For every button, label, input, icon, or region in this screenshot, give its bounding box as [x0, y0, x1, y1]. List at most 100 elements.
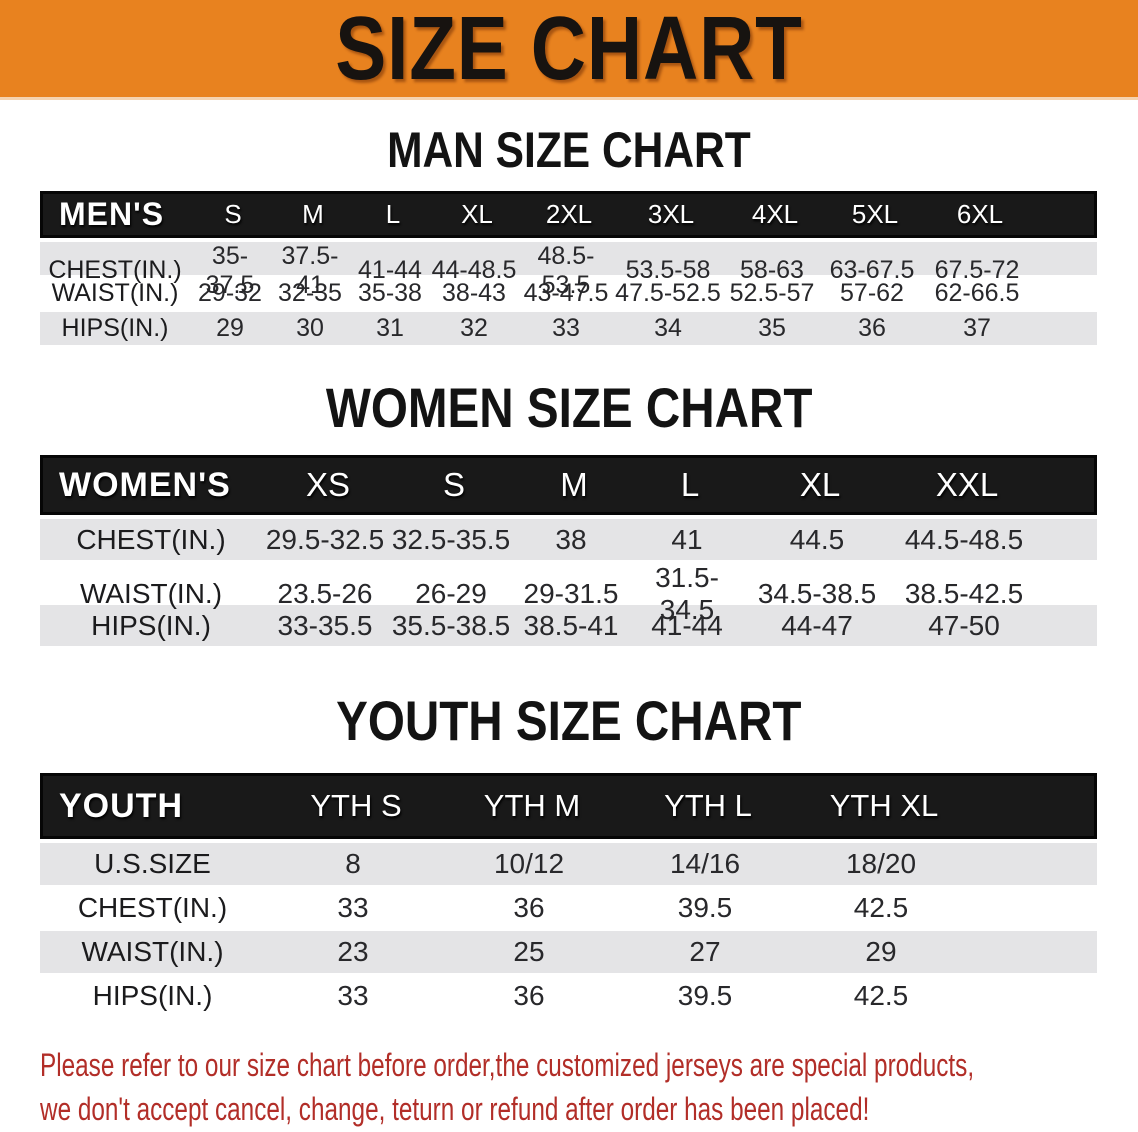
size-value-cell: 47-50	[928, 609, 1000, 641]
size-header-cell: L	[680, 466, 700, 504]
table-corner-label: YOUTH	[59, 786, 183, 825]
size-header-cell: M	[302, 198, 324, 229]
section-heading-text: WOMEN SIZE CHART	[325, 375, 813, 439]
size-value-cell: 37.5-41	[281, 241, 339, 299]
measure-label-cell: CHEST(IN.)	[76, 523, 226, 555]
size-value-cell: 29-31.5	[523, 578, 619, 610]
youth-size-table: YOUTH YTH S YTH M YTH L YTH XL U.S.SIZE 8 10/12…	[40, 773, 1097, 1018]
table-row: HIPS(IN.) 33-35.5 35.5-38.5 38.5-41 41-44 44-…	[40, 605, 1097, 647]
size-value-cell: 32-35	[278, 278, 342, 307]
size-chart-banner: SIZE CHART	[0, 0, 1138, 100]
size-value-cell: 38-43	[442, 278, 506, 307]
size-value-cell: 23	[337, 936, 369, 968]
section-heading-youth: YOUTH SIZE CHART	[0, 689, 1138, 753]
measure-label-cell: HIPS(IN.)	[61, 313, 169, 342]
measure-label-cell: U.S.SIZE	[94, 848, 211, 880]
table-header-row: MEN'S S M L XL 2XL 3XL 4XL 5XL 6XL	[40, 190, 1097, 238]
size-value-cell: 33	[337, 892, 369, 924]
measure-label-cell: CHEST(IN.)	[48, 256, 182, 284]
size-value-cell: 48.5-53.5	[537, 241, 595, 299]
size-value-cell: 29.5-32.5	[265, 523, 385, 555]
size-header-cell: M	[560, 466, 588, 504]
size-value-cell: 44-48.5	[431, 256, 517, 284]
size-value-cell: 35.5-38.5	[391, 609, 511, 641]
size-value-cell: 37	[963, 313, 991, 342]
table-header-row: WOMEN'S XS S M L XL XXL	[40, 455, 1097, 516]
measure-label-cell: HIPS(IN.)	[92, 980, 213, 1012]
size-value-cell: 35-38	[358, 278, 422, 307]
table-row: CHEST(IN.) 29.5-32.5 32.5-35.5 38 41 44.5 44.5…	[40, 519, 1097, 561]
size-value-cell: 44.5-48.5	[904, 523, 1024, 555]
size-value-cell: 25	[513, 936, 545, 968]
size-value-cell: 35-37.5	[205, 241, 255, 299]
size-value-cell: 30	[296, 313, 324, 342]
women-size-table: WOMEN'S XS S M L XL XXL CHEST(IN.) 29.5-32.5 32.5…	[40, 455, 1097, 647]
order-policy-note: Please refer to our size chart before or…	[40, 1043, 1138, 1131]
table-corner-label: WOMEN'S	[59, 465, 231, 504]
size-header-cell: YTH L	[664, 788, 752, 824]
size-value-cell: 27	[689, 936, 721, 968]
size-value-cell: 41-44	[358, 256, 422, 284]
men-size-table: MEN'S S M L XL 2XL 3XL 4XL 5XL 6XL CHEST(IN.) 35-37…	[40, 190, 1097, 345]
size-value-cell: 35	[758, 313, 786, 342]
size-header-cell: XL	[799, 466, 841, 504]
size-value-cell: 39.5	[677, 892, 733, 924]
size-value-cell: 36	[513, 892, 545, 924]
measure-label-cell: WAIST(IN.)	[81, 936, 224, 968]
size-value-cell: 38.5-41	[523, 609, 619, 641]
size-header-cell: 3XL	[647, 198, 695, 229]
size-value-cell: 31	[376, 313, 404, 342]
table-header-row: YOUTH YTH S YTH M YTH L YTH XL	[40, 773, 1097, 840]
size-header-cell: XXL	[935, 466, 999, 504]
size-value-cell: 42.5	[853, 892, 909, 924]
size-value-cell: 23.5-26	[277, 578, 373, 610]
size-value-cell: 39.5	[677, 980, 733, 1012]
size-value-cell: 43-47.5	[523, 278, 609, 307]
table-row: CHEST(IN.) 35-37.5 37.5-41 41-44 44-48.5 48.5…	[40, 241, 1097, 299]
table-row: HIPS(IN.) 33 36 39.5 42.5	[40, 975, 1097, 1018]
size-value-cell: 47.5-52.5	[615, 278, 721, 307]
size-header-cell: 5XL	[851, 198, 899, 229]
size-header-cell: 2XL	[545, 198, 593, 229]
size-value-cell: 53.5-58	[625, 256, 711, 284]
size-header-cell: S	[224, 198, 242, 229]
size-value-cell: 14/16	[669, 848, 741, 880]
table-row: WAIST(IN.) 23.5-26 26-29 29-31.5 31.5-34.5 34…	[40, 562, 1097, 625]
size-value-cell: 67.5-72	[934, 256, 1020, 284]
size-value-cell: 38	[555, 523, 587, 555]
size-value-cell: 52.5-57	[729, 278, 815, 307]
table-corner-label: MEN'S	[59, 195, 165, 232]
size-value-cell: 18/20	[845, 848, 917, 880]
section-heading-text: YOUTH SIZE CHART	[336, 689, 802, 753]
size-header-cell: YTH M	[483, 788, 581, 824]
size-header-cell: XL	[461, 198, 493, 229]
size-value-cell: 31.5-34.5	[655, 562, 719, 626]
policy-line-1: Please refer to our size chart before or…	[40, 1047, 975, 1084]
size-value-cell: 57-62	[840, 278, 904, 307]
size-value-cell: 38.5-42.5	[904, 578, 1024, 610]
size-value-cell: 10/12	[493, 848, 565, 880]
measure-label-cell: CHEST(IN.)	[77, 892, 228, 924]
table-row: HIPS(IN.) 29 30 31 32 33 34 35 36 37	[40, 311, 1097, 345]
size-value-cell: 33	[337, 980, 369, 1012]
size-value-cell: 41-44	[651, 609, 723, 641]
size-value-cell: 33	[552, 313, 580, 342]
table-row: WAIST(IN.) 29-32 32-35 35-38 38-43 43-47.5 47.…	[40, 276, 1097, 310]
section-heading-men: MAN SIZE CHART	[0, 124, 1138, 177]
size-value-cell: 34	[654, 313, 682, 342]
section-heading-text: MAN SIZE CHART	[387, 122, 751, 178]
size-value-cell: 44-47	[781, 609, 853, 641]
size-header-cell: XS	[305, 466, 351, 504]
section-heading-women: WOMEN SIZE CHART	[0, 375, 1138, 439]
banner-title: SIZE CHART	[335, 0, 803, 99]
size-value-cell: 29	[216, 313, 244, 342]
table-row: CHEST(IN.) 33 36 39.5 42.5	[40, 887, 1097, 930]
measure-label-cell: WAIST(IN.)	[79, 578, 223, 610]
size-header-cell: 4XL	[751, 198, 799, 229]
policy-line-2: we don't accept cancel, change, teturn o…	[40, 1091, 870, 1128]
size-value-cell: 26-29	[415, 578, 487, 610]
size-value-cell: 32	[460, 313, 488, 342]
size-header-cell: YTH XL	[829, 788, 939, 824]
size-value-cell: 33-35.5	[277, 609, 373, 641]
size-header-cell: S	[442, 466, 465, 504]
